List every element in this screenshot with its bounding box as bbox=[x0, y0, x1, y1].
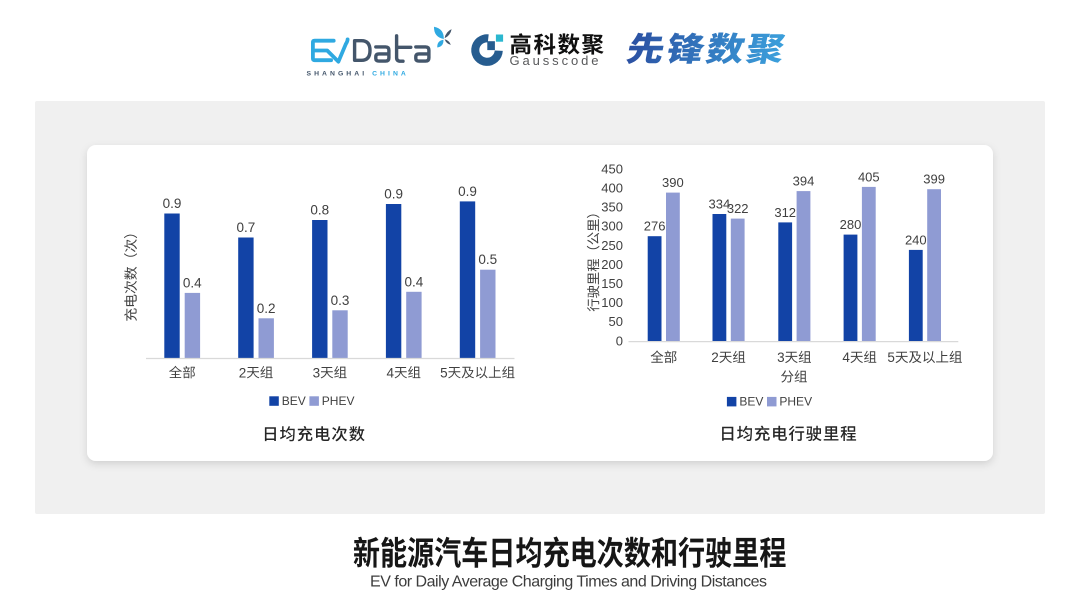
svg-text:0.9: 0.9 bbox=[458, 184, 477, 199]
svg-text:BEV: BEV bbox=[739, 395, 763, 409]
svg-text:300: 300 bbox=[601, 219, 623, 234]
svg-text:50: 50 bbox=[609, 314, 623, 329]
svg-text:240: 240 bbox=[905, 232, 927, 247]
svg-text:0.4: 0.4 bbox=[405, 274, 424, 289]
svg-text:0.2: 0.2 bbox=[257, 301, 276, 316]
svg-text:EV for Daily Average Charging: EV for Daily Average Charging Times and … bbox=[370, 573, 767, 590]
svg-text:350: 350 bbox=[601, 200, 623, 215]
svg-text:450: 450 bbox=[601, 161, 623, 176]
svg-text:0.7: 0.7 bbox=[237, 220, 256, 235]
svg-text:Gausscode: Gausscode bbox=[510, 53, 602, 68]
svg-text:400: 400 bbox=[601, 181, 623, 196]
svg-text:3: 3 bbox=[777, 350, 785, 365]
svg-text:0: 0 bbox=[616, 333, 623, 348]
svg-text:0.3: 0.3 bbox=[331, 293, 350, 308]
svg-text:334: 334 bbox=[709, 197, 731, 212]
svg-text:280: 280 bbox=[840, 217, 862, 232]
svg-text:0.9: 0.9 bbox=[163, 196, 182, 211]
svg-text:100: 100 bbox=[601, 295, 623, 310]
svg-text:BEV: BEV bbox=[282, 394, 306, 408]
svg-text:2: 2 bbox=[711, 350, 719, 365]
svg-text:PHEV: PHEV bbox=[322, 394, 355, 408]
svg-text:250: 250 bbox=[601, 238, 623, 253]
svg-text:399: 399 bbox=[923, 172, 945, 187]
svg-text:PHEV: PHEV bbox=[779, 395, 812, 409]
svg-text:5: 5 bbox=[887, 350, 895, 365]
svg-text:3: 3 bbox=[313, 365, 321, 380]
svg-text:4: 4 bbox=[842, 350, 850, 365]
svg-text:5: 5 bbox=[440, 365, 448, 380]
svg-text:0.5: 0.5 bbox=[478, 252, 497, 267]
svg-text:2: 2 bbox=[239, 365, 247, 380]
svg-text:405: 405 bbox=[858, 169, 880, 184]
svg-text:0.8: 0.8 bbox=[310, 203, 329, 218]
svg-text:276: 276 bbox=[644, 219, 666, 234]
svg-text:4: 4 bbox=[387, 365, 395, 380]
svg-text:0.4: 0.4 bbox=[183, 275, 202, 290]
svg-text:150: 150 bbox=[601, 276, 623, 291]
svg-text:390: 390 bbox=[662, 175, 684, 190]
svg-text:322: 322 bbox=[727, 201, 749, 216]
svg-text:312: 312 bbox=[774, 205, 796, 220]
svg-text:200: 200 bbox=[601, 257, 623, 272]
svg-text:SHANGHAI CHINA: SHANGHAI CHINA bbox=[307, 71, 409, 78]
svg-text:394: 394 bbox=[793, 174, 815, 189]
svg-text:0.9: 0.9 bbox=[384, 187, 403, 202]
